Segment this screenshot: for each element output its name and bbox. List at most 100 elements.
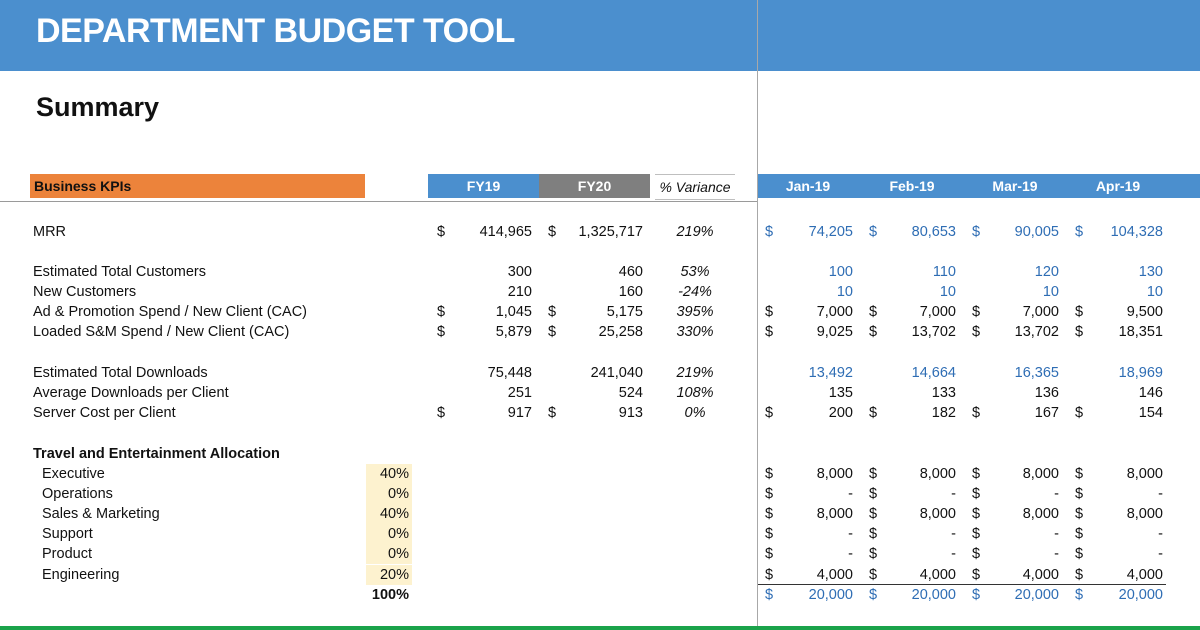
month-header: Jan-19 [785,178,831,194]
row-label: Server Cost per Client [33,405,176,421]
header-divider [0,201,757,202]
kpi-row-new-customers: New Customers 210 160 -24% 10 10 10 10 [0,282,1200,302]
allocation-input[interactable]: 0% [366,524,412,544]
currency-symbol: $ [765,486,774,502]
variance-value: -24% [678,284,712,300]
allocation-input[interactable]: 20% [366,565,412,585]
travel-section: Travel and Entertainment Allocation [0,444,1200,464]
month-value: 100 [828,264,853,280]
fy20-header: FY20 [539,174,650,198]
month-value: - [1054,486,1059,502]
month-value: - [1158,486,1163,502]
currency-symbol: $ [972,587,981,603]
currency-symbol: $ [1075,405,1084,421]
month-value: 8,000 [1022,506,1059,522]
row-label: Loaded S&M Spend / New Client (CAC) [33,324,290,340]
fy20-value: 1,325,717 [578,224,643,240]
currency-symbol: $ [1075,224,1084,240]
variance-value: 395% [676,304,714,320]
currency-symbol: $ [765,405,774,421]
month-header: Apr-19 [1095,178,1141,194]
fy20-value: 160 [618,284,643,300]
allocation-total: 100% [371,587,409,603]
variance-value: 0% [684,405,706,421]
month-value: 8,000 [1022,466,1059,482]
fy20-value: 5,175 [606,304,643,320]
month-value: 9,025 [816,324,853,340]
month-value: - [1054,526,1059,542]
month-value: 8,000 [816,466,853,482]
travel-total-row: 100% $ 20,000 $ 20,000 $ 20,000 $ 20,000 [0,585,1200,605]
month-total: 20,000 [1118,587,1163,603]
row-label: Operations [42,486,113,502]
currency-symbol: $ [869,567,878,583]
currency-symbol: $ [972,546,981,562]
month-value: - [1054,546,1059,562]
currency-symbol: $ [869,486,878,502]
currency-symbol: $ [765,466,774,482]
month-value: 10 [1042,284,1059,300]
kpi-row-server-cost: Server Cost per Client $ 917 $ 913 0% $ … [0,403,1200,423]
currency-symbol: $ [972,304,981,320]
month-value: 8,000 [1126,506,1163,522]
fy20-value: 524 [618,385,643,401]
currency-symbol: $ [765,224,774,240]
row-label: Estimated Total Customers [33,264,206,280]
variance-header: % Variance [655,174,735,200]
currency-symbol: $ [1075,506,1084,522]
currency-symbol: $ [1075,567,1084,583]
variance-value: 219% [676,224,714,240]
month-value: 120 [1034,264,1059,280]
currency-symbol: $ [869,324,878,340]
kpi-row-cac: Ad & Promotion Spend / New Client (CAC) … [0,302,1200,322]
currency-symbol: $ [437,324,446,340]
month-value: 8,000 [1126,466,1163,482]
month-value: 13,702 [911,324,956,340]
month-value: - [848,546,853,562]
bottom-accent-line [0,626,1200,630]
fy19-value: 414,965 [479,224,532,240]
month-value: 104,328 [1110,224,1163,240]
month-value: 146 [1138,385,1163,401]
travel-row: Support 0% $ - $ - $ - $ - [0,524,1200,544]
currency-symbol: $ [437,304,446,320]
freeze-pane-divider [757,0,758,630]
month-value: 18,351 [1118,324,1163,340]
row-label: Executive [42,466,105,482]
travel-section-title: Travel and Entertainment Allocation [33,446,280,462]
row-label: Ad & Promotion Spend / New Client (CAC) [33,304,307,320]
fy19-value: 251 [507,385,532,401]
month-total: 20,000 [911,587,956,603]
currency-symbol: $ [869,466,878,482]
allocation-input[interactable]: 40% [366,504,412,524]
month-value: 136 [1034,385,1059,401]
currency-symbol: $ [765,587,774,603]
fy20-value: 913 [618,405,643,421]
allocation-input[interactable]: 0% [366,484,412,504]
month-value: 10 [1146,284,1163,300]
currency-symbol: $ [1075,466,1084,482]
month-value: 182 [931,405,956,421]
row-label: Average Downloads per Client [33,385,229,401]
allocation-input[interactable]: 0% [366,544,412,564]
allocation-input[interactable]: 40% [366,464,412,484]
currency-symbol: $ [869,405,878,421]
fy20-value: 25,258 [598,324,643,340]
month-value: 9,500 [1126,304,1163,320]
fy19-header: FY19 [428,174,539,198]
currency-symbol: $ [869,546,878,562]
row-label: Estimated Total Downloads [33,365,208,381]
fy20-value: 460 [618,264,643,280]
month-value: 4,000 [1126,567,1163,583]
currency-symbol: $ [1075,587,1084,603]
month-total: 20,000 [1014,587,1059,603]
fy19-value: 5,879 [495,324,532,340]
kpi-row-downloads: Estimated Total Downloads 75,448 241,040… [0,363,1200,383]
currency-symbol: $ [548,405,557,421]
currency-symbol: $ [548,224,557,240]
currency-symbol: $ [972,526,981,542]
row-label: Support [42,526,93,542]
month-value: 18,969 [1118,365,1163,381]
business-kpis-header: Business KPIs [30,174,365,198]
kpi-row-loaded-cac: Loaded S&M Spend / New Client (CAC) $ 5,… [0,322,1200,342]
